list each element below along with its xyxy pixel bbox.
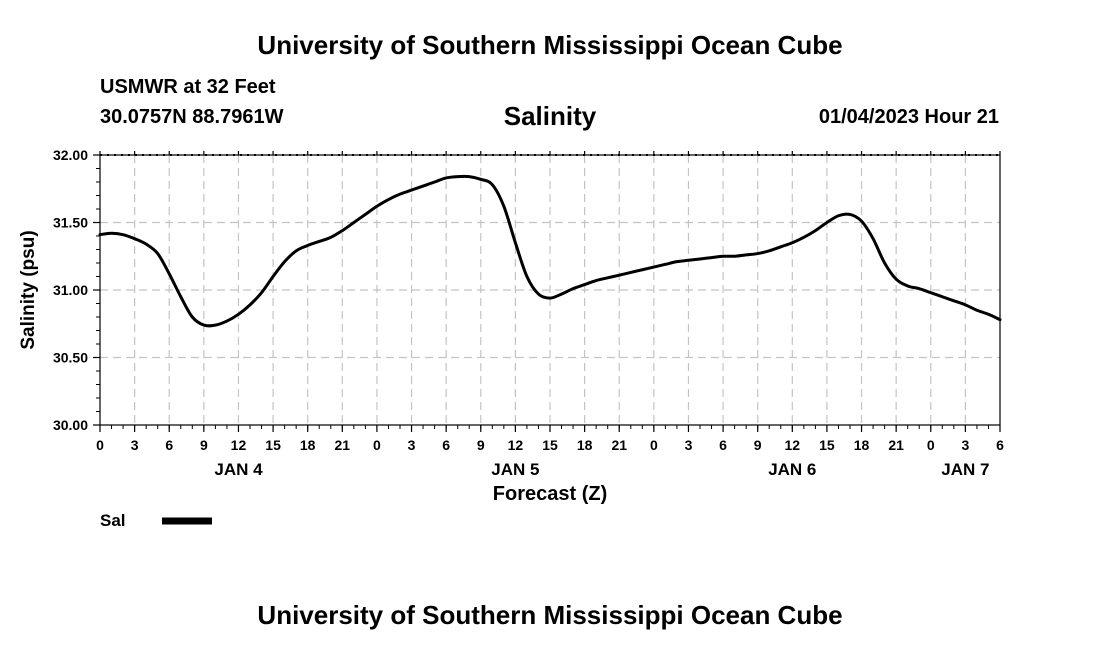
day-labels: JAN 4 JAN 5 JAN 6 JAN 7 xyxy=(214,460,989,479)
series-line-sal xyxy=(98,174,1002,328)
x-tick-label: 9 xyxy=(754,437,762,453)
x-tick-label: 6 xyxy=(165,437,173,453)
y-tick-label: 30.50 xyxy=(53,350,88,366)
station-label: USMWR at 32 Feet xyxy=(100,76,276,98)
x-tick-label: 15 xyxy=(819,437,835,453)
x-tick-label: 0 xyxy=(96,437,104,453)
y-tick-label: 30.00 xyxy=(53,417,88,433)
x-tick-label: 12 xyxy=(231,437,247,453)
day-label: JAN 6 xyxy=(768,460,816,479)
major-ticks xyxy=(93,151,1001,432)
x-tick-label: 21 xyxy=(335,437,351,453)
x-tick-label: 3 xyxy=(961,437,969,453)
y-tick-label: 32.00 xyxy=(53,147,88,163)
legend-label: Sal xyxy=(100,511,126,530)
x-tick-label: 18 xyxy=(577,437,593,453)
x-tick-label: 6 xyxy=(719,437,727,453)
x-tick-label: 12 xyxy=(508,437,524,453)
x-tick-label: 18 xyxy=(854,437,870,453)
x-tick-label: 3 xyxy=(685,437,693,453)
y-tick-label: 31.50 xyxy=(53,215,88,231)
day-label: JAN 4 xyxy=(214,460,263,479)
datetime-label: 01/04/2023 Hour 21 xyxy=(818,106,999,128)
x-tick-label: 6 xyxy=(996,437,1004,453)
x-tick-label: 6 xyxy=(442,437,450,453)
day-label: JAN 7 xyxy=(941,460,989,479)
x-tick-label: 0 xyxy=(373,437,381,453)
y-axis-label: Salinity (psu) xyxy=(18,230,39,349)
x-tick-label: 12 xyxy=(785,437,801,453)
x-tick-label: 15 xyxy=(542,437,558,453)
x-tick-label: 0 xyxy=(927,437,935,453)
x-axis-label: Forecast (Z) xyxy=(493,483,607,505)
x-tick-label: 18 xyxy=(300,437,316,453)
chart-title: Salinity xyxy=(503,101,597,131)
x-tick-label: 21 xyxy=(611,437,627,453)
minor-ticks xyxy=(96,154,1001,429)
x-tick-label: 9 xyxy=(200,437,208,453)
x-tick-label: 21 xyxy=(888,437,904,453)
y-tick-labels: 30.00 30.50 31.00 31.50 32.00 xyxy=(53,147,88,433)
x-tick-label: 15 xyxy=(265,437,281,453)
x-tick-label: 3 xyxy=(131,437,139,453)
x-tick-label: 0 xyxy=(650,437,658,453)
x-tick-label: 9 xyxy=(477,437,485,453)
footer-title: University of Southern Mississippi Ocean… xyxy=(257,600,843,630)
y-tick-label: 31.00 xyxy=(53,282,88,298)
grid-lines xyxy=(100,155,1000,425)
coordinates-label: 30.0757N 88.7961W xyxy=(100,106,284,128)
main-title: University of Southern Mississippi Ocean… xyxy=(257,30,843,60)
x-tick-labels: 0 3 6 9 12 15 18 21 0 3 6 9 12 15 18 21 0 3 6 9 12 15 18 21 0 3 6 xyxy=(96,437,1004,453)
day-label: JAN 5 xyxy=(491,460,539,479)
series-layer xyxy=(98,174,1002,328)
x-tick-label: 3 xyxy=(408,437,416,453)
